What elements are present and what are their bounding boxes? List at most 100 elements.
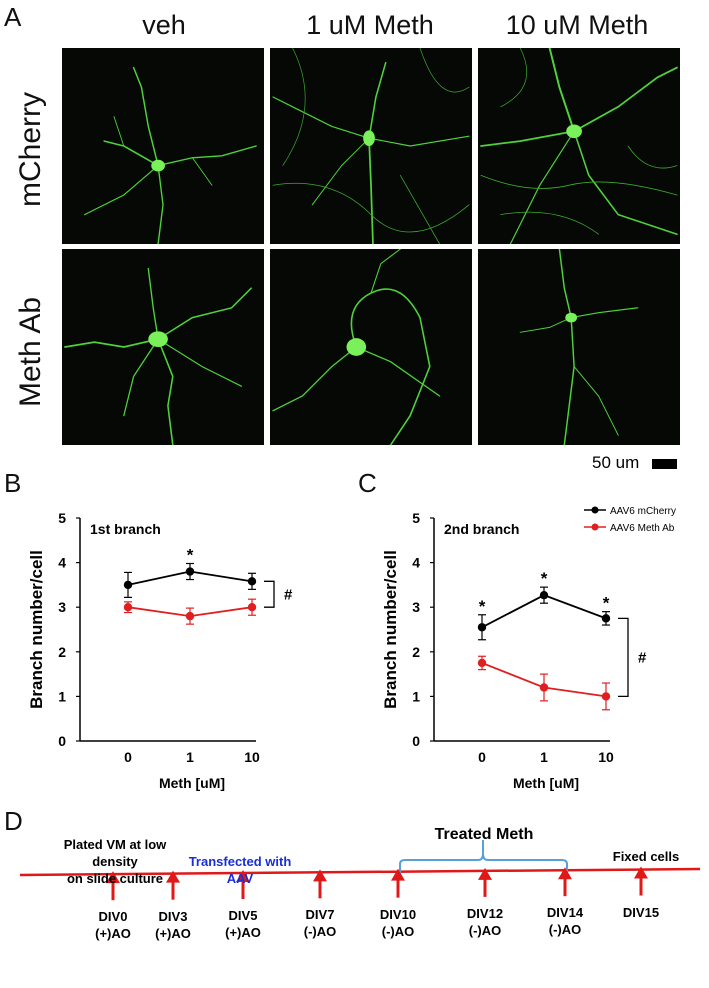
row-header-meth-ab: Meth Ab [14, 296, 47, 407]
y-axis-label: Branch number/cell [381, 550, 400, 709]
y-tick-label: 0 [412, 733, 420, 749]
y-tick-label: 5 [58, 510, 66, 526]
timeline-ao: (+)AO [225, 925, 261, 941]
scale-bar [652, 459, 677, 469]
timeline-point-label: DIV12 (-)AO [455, 905, 515, 939]
transfected-line-2: AAV [226, 871, 254, 886]
y-tick-label: 5 [412, 510, 420, 526]
data-point [185, 567, 195, 576]
timeline-ao: (-)AO [468, 922, 502, 938]
timeline-point-label: DIV10 (-)AO [368, 906, 428, 940]
significance-star: * [603, 594, 610, 613]
timeline-day: DIV15 [622, 904, 660, 920]
micrograph-mcherry-veh [62, 48, 264, 244]
legend-marker [591, 506, 599, 514]
scale-bar-label: 50 um [592, 453, 640, 472]
timeline-arrow-head [106, 871, 120, 884]
timeline-ao: (-)AO [303, 924, 337, 940]
significance-star: * [187, 545, 194, 564]
timeline-day: DIV3 [158, 908, 188, 924]
data-point [601, 692, 611, 701]
timeline-day: DIV14 [546, 905, 584, 921]
panel-label-c: C [358, 468, 377, 498]
plated-line-2: density [92, 854, 138, 869]
plated-annotation: Plated VM at low density on slide cultur… [40, 836, 190, 887]
x-tick-label: 10 [244, 749, 260, 765]
timeline [19, 840, 701, 901]
significance-hash: # [638, 649, 647, 666]
timeline-ao: (-)AO [381, 923, 415, 939]
timeline-day: DIV5 [228, 908, 258, 924]
timeline-day: DIV12 [466, 905, 504, 921]
column-header-1um: 1 uM Meth [306, 10, 434, 40]
fixed-cells-annotation: Fixed cells [612, 849, 680, 864]
significance-star: * [479, 597, 486, 616]
micrograph-mcherry-1um [270, 48, 472, 244]
y-tick-label: 4 [58, 555, 66, 571]
data-point [123, 580, 133, 590]
micrograph-methab-veh [62, 249, 264, 445]
timeline-point-label: DIV5 (+)AO [213, 907, 273, 941]
transfected-line-1: Transfected with [188, 854, 292, 869]
timeline-arrow-head [558, 867, 572, 880]
legend-label: AAV6 Meth Ab [610, 523, 675, 534]
data-point [247, 603, 257, 612]
y-tick-label: 1 [58, 688, 66, 704]
timeline-arrow-head [236, 870, 250, 883]
timeline-arrow-head [166, 870, 180, 883]
micrograph-mcherry-10um [478, 48, 680, 244]
x-tick-label: 1 [540, 749, 548, 765]
timeline-point-label: DIV15 [611, 904, 671, 921]
timeline-arrow-head [634, 866, 648, 879]
legend-label: AAV6 mCherry [610, 506, 676, 517]
x-tick-label: 0 [478, 749, 486, 765]
data-point [477, 623, 487, 632]
y-tick-label: 4 [412, 555, 420, 571]
significance-star: * [541, 569, 548, 588]
plated-line-3: on slide culture [66, 871, 164, 886]
y-tick-label: 0 [58, 733, 66, 749]
timeline-arrow-head [478, 867, 492, 880]
data-point [601, 614, 611, 623]
treated-bracket [399, 840, 568, 878]
chart-2nd-branch: 0 1 2 3 4 5 0 1 10 Meth [uM] Branch number/cell 2nd… [381, 506, 676, 791]
chart-title: 1st branch [90, 521, 161, 537]
treated-meth-label: Treated Meth [434, 826, 534, 843]
chart-1st-branch: 0 1 2 3 4 5 0 1 10 Meth [uM] Branch number/cell 1st… [27, 510, 293, 791]
y-tick-label: 1 [412, 688, 420, 704]
row-header-mcherry: mCherry [14, 91, 47, 207]
x-tick-label: 0 [124, 749, 132, 765]
column-header-10um: 10 uM Meth [505, 10, 649, 40]
timeline-line [19, 867, 701, 877]
transfected-annotation: Transfected with AAV [170, 853, 310, 887]
x-tick-label: 1 [186, 749, 194, 765]
timeline-ao: (+)AO [95, 926, 131, 942]
panel-label-d: D [4, 806, 23, 836]
panel-label-a: A [4, 2, 22, 32]
y-tick-label: 2 [412, 644, 420, 660]
x-tick-label: 10 [598, 749, 614, 765]
timeline-point-label: DIV0 (+)AO [83, 908, 143, 942]
data-point [123, 603, 133, 612]
timeline-arrow-head [391, 868, 405, 881]
timeline-ao: (+)AO [155, 925, 191, 941]
y-tick-label: 3 [412, 599, 420, 615]
micrograph-methab-10um [478, 249, 680, 445]
timeline-point-label: DIV7 (-)AO [290, 906, 350, 940]
data-point [539, 590, 549, 600]
chart-title: 2nd branch [444, 521, 519, 537]
micrograph-methab-1um [270, 249, 472, 445]
panel-label-b: B [4, 468, 22, 498]
column-header-veh: veh [142, 10, 186, 40]
timeline-day: DIV0 [98, 909, 128, 925]
timeline-day: DIV10 [379, 906, 417, 922]
data-point [185, 611, 195, 621]
timeline-ao: (-)AO [548, 922, 582, 938]
timeline-arrow-head [313, 869, 327, 882]
significance-bracket [618, 617, 629, 698]
y-tick-label: 2 [58, 644, 66, 660]
plated-line-1: Plated VM at low [63, 837, 167, 852]
significance-bracket [264, 580, 275, 608]
timeline-point-label: DIV14 (-)AO [535, 904, 595, 938]
data-point [247, 577, 257, 586]
